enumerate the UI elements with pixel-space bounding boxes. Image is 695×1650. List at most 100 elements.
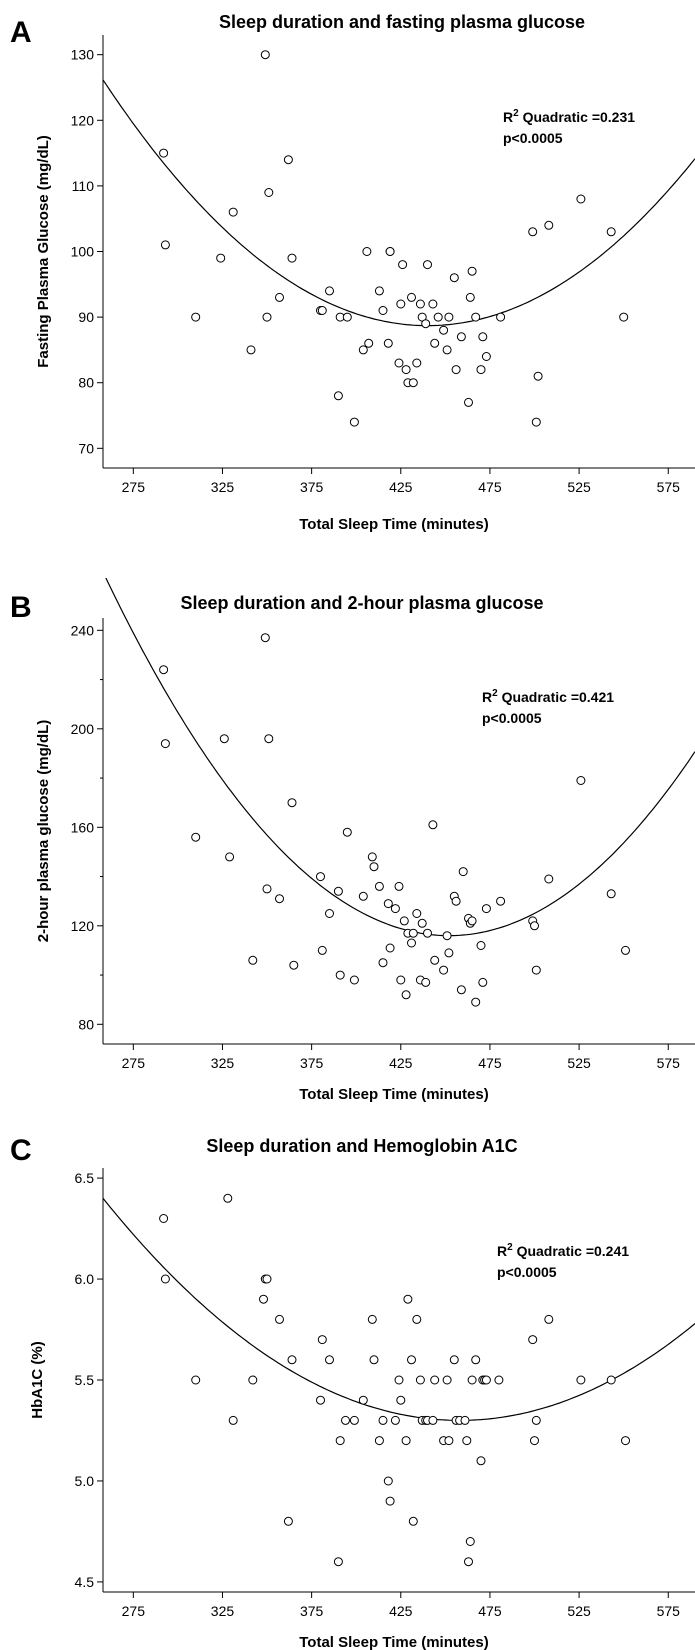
data-point bbox=[430, 1375, 440, 1385]
panel-letter: A bbox=[10, 16, 32, 49]
data-point bbox=[423, 260, 432, 270]
data-point bbox=[246, 345, 256, 355]
data-point bbox=[439, 325, 449, 335]
data-point bbox=[449, 1355, 459, 1365]
data-point bbox=[260, 633, 270, 643]
panel-letter: C bbox=[10, 1134, 32, 1167]
data-point bbox=[333, 1557, 343, 1567]
data-point bbox=[439, 965, 449, 975]
y-tick-label: 4.5 bbox=[75, 1574, 95, 1590]
data-point bbox=[576, 776, 586, 785]
data-point bbox=[456, 985, 466, 995]
panel-letter: B bbox=[10, 591, 32, 624]
data-point bbox=[530, 1436, 539, 1446]
data-point bbox=[458, 867, 468, 877]
data-point bbox=[444, 948, 454, 958]
data-point bbox=[342, 827, 352, 837]
data-point bbox=[262, 884, 272, 894]
data-point bbox=[444, 312, 454, 322]
x-tick-label: 475 bbox=[478, 1603, 502, 1619]
data-point bbox=[160, 739, 170, 749]
data-point bbox=[283, 1516, 293, 1526]
data-point bbox=[275, 894, 284, 904]
data-point bbox=[342, 312, 352, 322]
data-point bbox=[415, 1375, 425, 1385]
x-tick-label: 425 bbox=[389, 479, 413, 495]
data-point bbox=[385, 943, 395, 953]
data-point bbox=[471, 997, 481, 1007]
data-point bbox=[390, 1415, 400, 1425]
data-point bbox=[528, 227, 538, 237]
data-point bbox=[362, 247, 372, 256]
data-point bbox=[433, 312, 443, 322]
chart-panel-b: B Sleep duration and 2-hour plasma glucos… bbox=[10, 578, 695, 1103]
data-point bbox=[223, 1193, 233, 1203]
data-point bbox=[316, 872, 325, 882]
data-point bbox=[394, 881, 404, 891]
y-tick-label: 80 bbox=[78, 375, 94, 391]
data-point bbox=[606, 889, 616, 899]
data-point bbox=[367, 852, 377, 862]
data-point bbox=[398, 260, 408, 270]
data-point bbox=[335, 1436, 345, 1446]
x-tick-label: 325 bbox=[211, 1603, 235, 1619]
chart-panel-a: A Sleep duration and fasting plasma gluco… bbox=[10, 12, 695, 533]
y-tick-label: 120 bbox=[71, 918, 95, 934]
data-point bbox=[390, 904, 400, 914]
data-point bbox=[275, 1314, 284, 1324]
data-point bbox=[408, 928, 418, 938]
data-point bbox=[530, 921, 539, 931]
y-tick-label: 70 bbox=[78, 440, 94, 456]
data-point bbox=[442, 345, 452, 355]
data-point bbox=[374, 881, 384, 891]
data-point bbox=[262, 312, 272, 322]
data-point bbox=[191, 312, 201, 322]
p-value-annotation: p<0.0005 bbox=[482, 710, 542, 726]
data-point bbox=[349, 975, 359, 985]
data-point bbox=[317, 1335, 327, 1345]
data-point bbox=[378, 1415, 388, 1425]
data-point bbox=[248, 955, 258, 965]
data-point bbox=[225, 852, 235, 862]
data-point bbox=[401, 365, 411, 375]
data-point bbox=[383, 1476, 393, 1486]
data-point bbox=[476, 1456, 486, 1466]
data-point bbox=[374, 286, 384, 296]
data-point bbox=[191, 1375, 201, 1385]
data-point bbox=[606, 227, 616, 237]
data-point bbox=[465, 292, 475, 302]
data-point bbox=[259, 1294, 268, 1304]
r2-annotation: R2 Quadratic =0.241 bbox=[497, 1242, 629, 1259]
y-tick-label: 240 bbox=[71, 622, 95, 638]
data-point bbox=[317, 306, 327, 315]
data-point bbox=[467, 1375, 477, 1385]
y-tick-label: 80 bbox=[78, 1016, 94, 1032]
data-point bbox=[442, 1375, 452, 1385]
data-point bbox=[159, 148, 169, 158]
data-point bbox=[471, 1355, 481, 1365]
quadratic-fit-line bbox=[105, 578, 695, 937]
x-axis-label: Total Sleep Time (minutes) bbox=[299, 1086, 488, 1103]
data-point bbox=[160, 240, 170, 250]
y-axis-label: 2-hour plasma glucose (mg/dL) bbox=[35, 720, 52, 943]
data-point bbox=[341, 1415, 350, 1425]
r2-annotation: R2 Quadratic =0.231 bbox=[503, 108, 635, 125]
data-point bbox=[478, 977, 488, 987]
data-point bbox=[228, 207, 238, 217]
data-point bbox=[287, 798, 297, 808]
data-point bbox=[275, 292, 284, 302]
data-point bbox=[159, 665, 169, 675]
data-point bbox=[451, 365, 461, 375]
x-tick-label: 325 bbox=[211, 1055, 235, 1071]
x-tick-label: 425 bbox=[389, 1055, 413, 1071]
data-point bbox=[358, 345, 368, 355]
data-point bbox=[481, 352, 491, 361]
chart-title: Sleep duration and fasting plasma glucos… bbox=[219, 12, 585, 32]
r2-letter: R bbox=[497, 1243, 507, 1259]
chart-panel-c: C Sleep duration and Hemoglobin A1C 275 325… bbox=[10, 1134, 695, 1650]
data-point bbox=[333, 391, 343, 401]
x-tick-label: 475 bbox=[478, 1055, 502, 1071]
data-point bbox=[481, 1375, 491, 1385]
data-point bbox=[417, 918, 427, 928]
x-tick-label: 425 bbox=[389, 1603, 413, 1619]
